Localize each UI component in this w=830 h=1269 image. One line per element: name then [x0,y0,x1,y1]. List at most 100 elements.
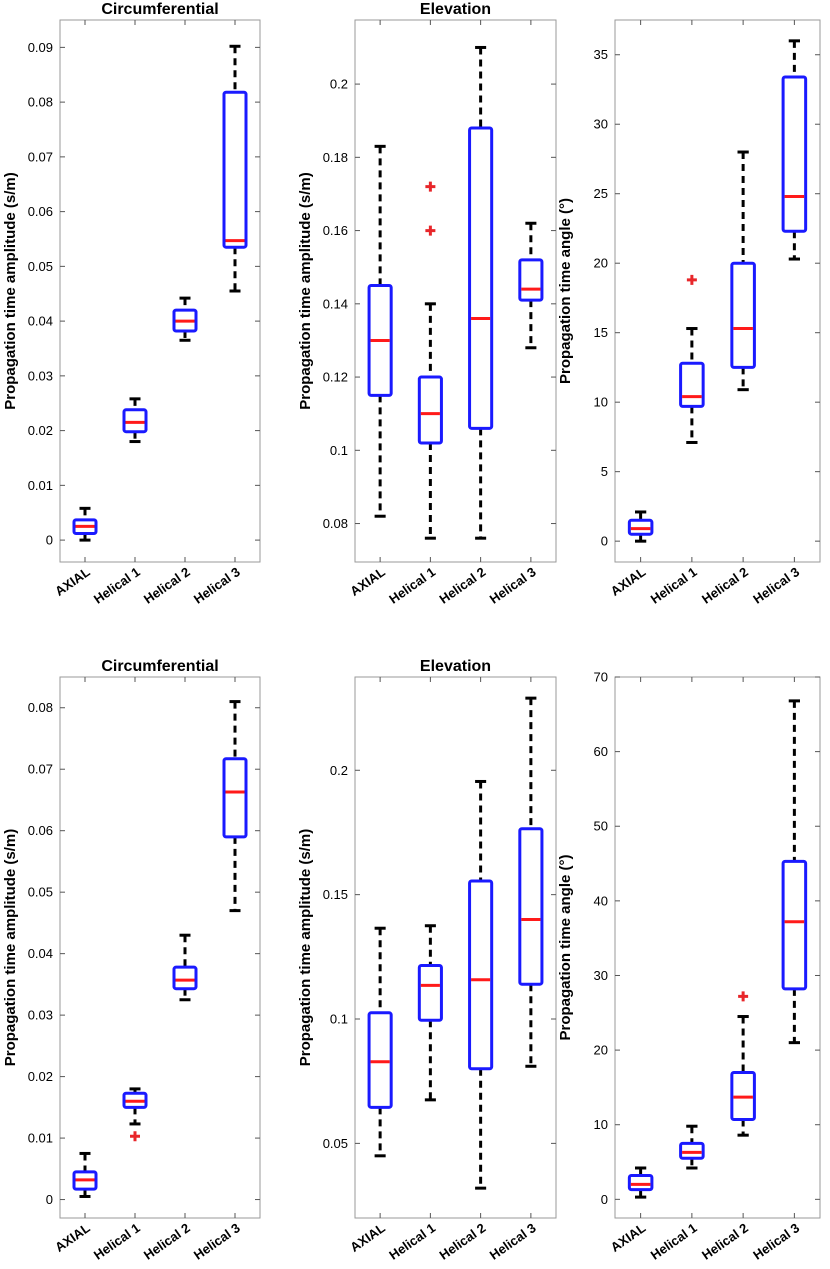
y-tick-label: 0.15 [323,887,348,902]
y-tick-label: 0.06 [28,823,53,838]
y-axis-label: Propagation time angle (°) [557,198,574,384]
iqr-box [730,1070,756,1122]
y-axis-label: Propagation time amplitude (s/m) [297,829,314,1067]
panel-3: 0 5 10 15 20 25 30 35 AXIAL Helical 1 Helical 2 Hel… [557,19,821,607]
axes-frame [354,19,557,563]
y-tick-label: 10 [594,1117,608,1132]
x-tick-label: Helical 1 [648,1220,700,1263]
x-tick-label: Helical 1 [386,1220,438,1263]
x-tick-label: AXIAL [347,1220,388,1255]
box-2 [679,1124,705,1170]
iqr-box [468,879,494,1071]
y-tick-label: 0 [601,534,608,549]
iqr-box [781,859,808,991]
x-tick-label: Helical 1 [91,564,143,607]
y-tick-label: 30 [594,968,608,983]
y-tick-label: 0.1 [330,1012,348,1027]
y-axis-label: Propagation time amplitude (s/m) [297,172,314,410]
panel-title: Circumferential [101,1,218,18]
y-tick-label: 0.05 [28,885,53,900]
iqr-box [172,965,198,991]
box-1 [627,1166,654,1199]
y-tick-label: 0.07 [28,762,53,777]
y-tick-label: 0.07 [28,149,53,164]
axes-frame [614,676,821,1219]
box-3 [730,991,756,1137]
box-1 [627,510,654,543]
box-4 [222,700,248,913]
iqr-box [679,361,705,408]
box-4 [518,221,544,350]
iqr-box [627,1173,654,1192]
box-2 [122,397,148,444]
iqr-box [367,1011,393,1109]
panel-title: Elevation [420,1,491,18]
iqr-box [417,375,443,445]
box-2 [122,1087,148,1142]
box-2 [417,924,443,1102]
y-tick-label: 35 [594,47,608,62]
iqr-box [518,258,544,302]
y-tick-label: 0.1 [330,443,348,458]
box-3 [730,150,756,392]
y-tick-label: 0.02 [28,423,53,438]
y-tick-label: 50 [594,819,608,834]
y-tick-label: 0.2 [330,77,348,92]
box-3 [172,296,198,342]
panel-title: Elevation [420,658,491,675]
y-tick-label: 25 [594,186,608,201]
box-4 [781,39,808,261]
y-tick-label: 0 [601,1192,608,1207]
box-1 [367,144,393,518]
y-tick-label: 0.03 [28,1008,53,1023]
iqr-box [781,75,808,233]
panel-4: 00.010.020.030.040.050.060.070.08AXIALHe… [2,658,261,1263]
box-3 [172,933,198,1002]
x-tick-label: AXIAL [347,564,388,599]
x-tick-label: Helical 3 [191,1220,243,1263]
axes-frame [59,19,261,563]
outlier-marker [425,225,436,236]
y-tick-label: 0.16 [323,223,348,238]
x-tick-label: Helical 2 [437,564,489,607]
y-tick-label: 20 [594,1043,608,1058]
x-tick-label: Helical 1 [91,1220,143,1263]
y-tick-label: 0.08 [28,700,53,715]
y-tick-label: 0 [46,533,53,548]
axes-frame [59,676,261,1219]
outlier-marker [130,1131,140,1142]
box-3 [468,779,494,1190]
box-2 [679,274,705,444]
outlier-marker [425,181,436,192]
y-tick-label: 0.03 [28,368,53,383]
x-tick-label: Helical 2 [141,1220,193,1263]
y-tick-label: 5 [601,464,608,479]
y-tick-label: 0.01 [28,478,53,493]
panel-1: 0 0.01 0.02 0.03 0.04 0.05 0.06 0.07 0.08 0.09 AXI… [2,1,261,607]
y-tick-label: 20 [594,256,608,271]
y-tick-label: 0.08 [28,95,53,110]
iqr-box [122,408,148,434]
panel-title: Circumferential [101,658,218,675]
y-tick-label: 0.04 [28,946,53,961]
x-tick-label: Helical 3 [191,564,243,607]
y-tick-label: 10 [594,395,608,410]
box-1 [72,1151,98,1198]
y-axis-label: Propagation time amplitude (s/m) [2,829,19,1067]
iqr-box [417,964,443,1022]
y-tick-label: 0.05 [28,259,53,274]
iqr-box [222,757,248,839]
iqr-box [468,126,494,430]
box-2 [417,181,443,540]
x-tick-label: Helical 2 [699,564,751,607]
box-1 [72,506,98,542]
y-tick-label: 0.18 [323,150,348,165]
iqr-box [222,90,248,249]
x-tick-label: Helical 3 [750,1220,802,1263]
y-tick-label: 0.08 [323,516,348,531]
y-tick-label: 15 [594,325,608,340]
box-1 [367,926,393,1158]
x-tick-label: Helical 1 [648,564,700,607]
